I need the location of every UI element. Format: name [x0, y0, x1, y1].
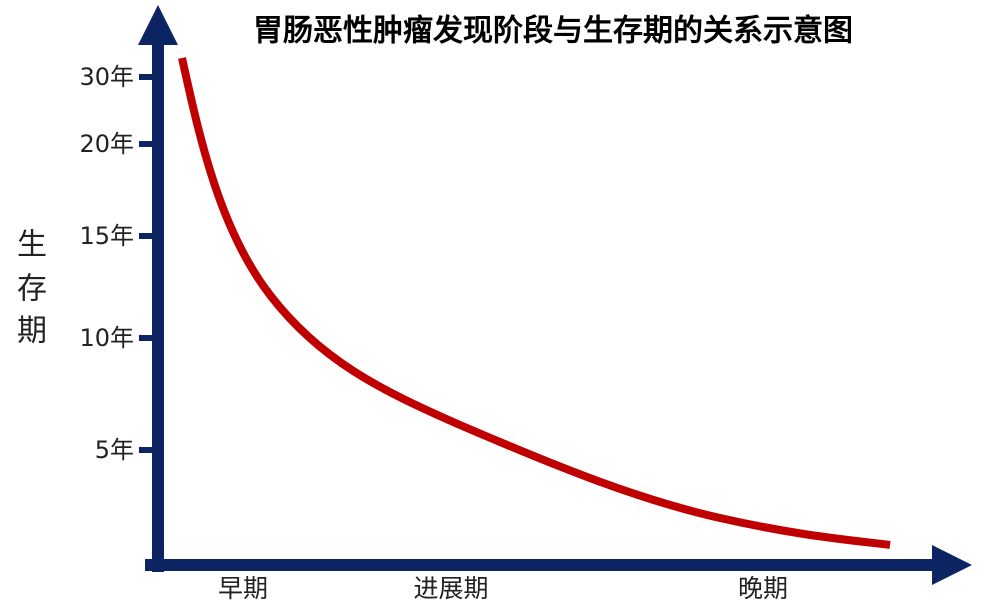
tick — [139, 447, 153, 453]
x-category: 进展期 — [413, 574, 488, 603]
tick — [139, 335, 153, 341]
y-axis-label: 存 — [17, 272, 47, 307]
title: 胃肠恶性肿瘤发现阶段与生存期的关系示意图 — [253, 14, 853, 49]
x-axis-arrow — [932, 545, 972, 585]
y-axis-label: 期 — [17, 314, 47, 349]
y-tick-label: 5年 — [95, 436, 134, 464]
x-category: 早期 — [218, 574, 268, 603]
y-tick-label: 20年 — [79, 130, 134, 158]
tick — [139, 141, 153, 147]
y-axis-arrow — [138, 5, 178, 45]
tick — [139, 74, 153, 80]
tick — [139, 233, 153, 239]
x-axis — [145, 559, 940, 571]
y-tick-label: 30年 — [79, 63, 134, 91]
axes — [138, 5, 972, 585]
y-axis-label: 生 — [17, 228, 47, 263]
y-tick-label: 15年 — [79, 222, 134, 250]
x-category: 晚期 — [738, 574, 788, 603]
survival-curve — [178, 57, 891, 549]
y-tick-label: 10年 — [79, 324, 134, 352]
y-axis — [152, 40, 164, 572]
